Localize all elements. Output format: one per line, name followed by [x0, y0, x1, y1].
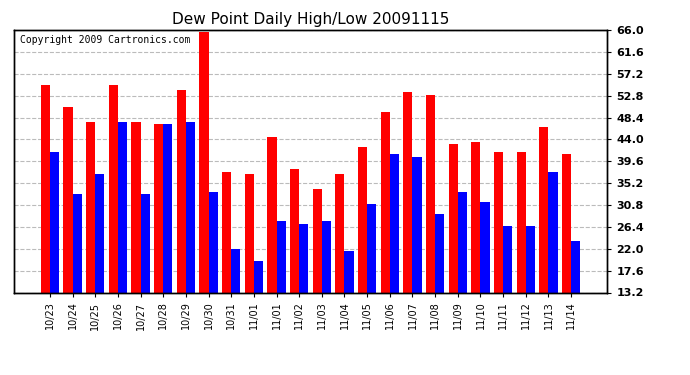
Bar — [448, 144, 458, 358]
Bar — [503, 226, 512, 358]
Bar — [109, 85, 118, 358]
Bar — [526, 226, 535, 358]
Bar — [549, 172, 558, 358]
Bar — [390, 154, 399, 358]
Bar — [118, 122, 127, 358]
Text: Copyright 2009 Cartronics.com: Copyright 2009 Cartronics.com — [20, 35, 190, 45]
Bar — [480, 201, 490, 358]
Bar — [335, 174, 344, 358]
Bar — [154, 124, 163, 358]
Bar — [517, 152, 526, 358]
Bar — [313, 189, 322, 358]
Bar — [141, 194, 150, 358]
Bar — [95, 174, 104, 358]
Bar — [413, 157, 422, 358]
Bar — [426, 94, 435, 358]
Bar — [131, 122, 141, 358]
Bar — [268, 137, 277, 358]
Bar — [290, 169, 299, 358]
Bar — [344, 251, 353, 358]
Bar — [471, 142, 480, 358]
Bar — [322, 221, 331, 358]
Bar — [404, 92, 413, 358]
Bar — [41, 85, 50, 358]
Bar — [435, 214, 444, 358]
Bar — [494, 152, 503, 358]
Bar — [358, 147, 367, 358]
Bar — [222, 172, 231, 358]
Bar — [63, 107, 72, 358]
Bar — [50, 152, 59, 358]
Bar — [199, 33, 208, 358]
Bar — [277, 221, 286, 358]
Bar — [254, 261, 263, 358]
Bar — [381, 112, 390, 358]
Bar — [299, 224, 308, 358]
Bar — [231, 249, 240, 358]
Bar — [540, 127, 549, 358]
Bar — [245, 174, 254, 358]
Bar — [367, 204, 376, 358]
Bar — [177, 90, 186, 358]
Title: Dew Point Daily High/Low 20091115: Dew Point Daily High/Low 20091115 — [172, 12, 449, 27]
Bar — [208, 192, 217, 358]
Bar — [562, 154, 571, 358]
Bar — [86, 122, 95, 358]
Bar — [186, 122, 195, 358]
Bar — [571, 241, 580, 358]
Bar — [72, 194, 81, 358]
Bar — [458, 192, 467, 358]
Bar — [163, 124, 172, 358]
